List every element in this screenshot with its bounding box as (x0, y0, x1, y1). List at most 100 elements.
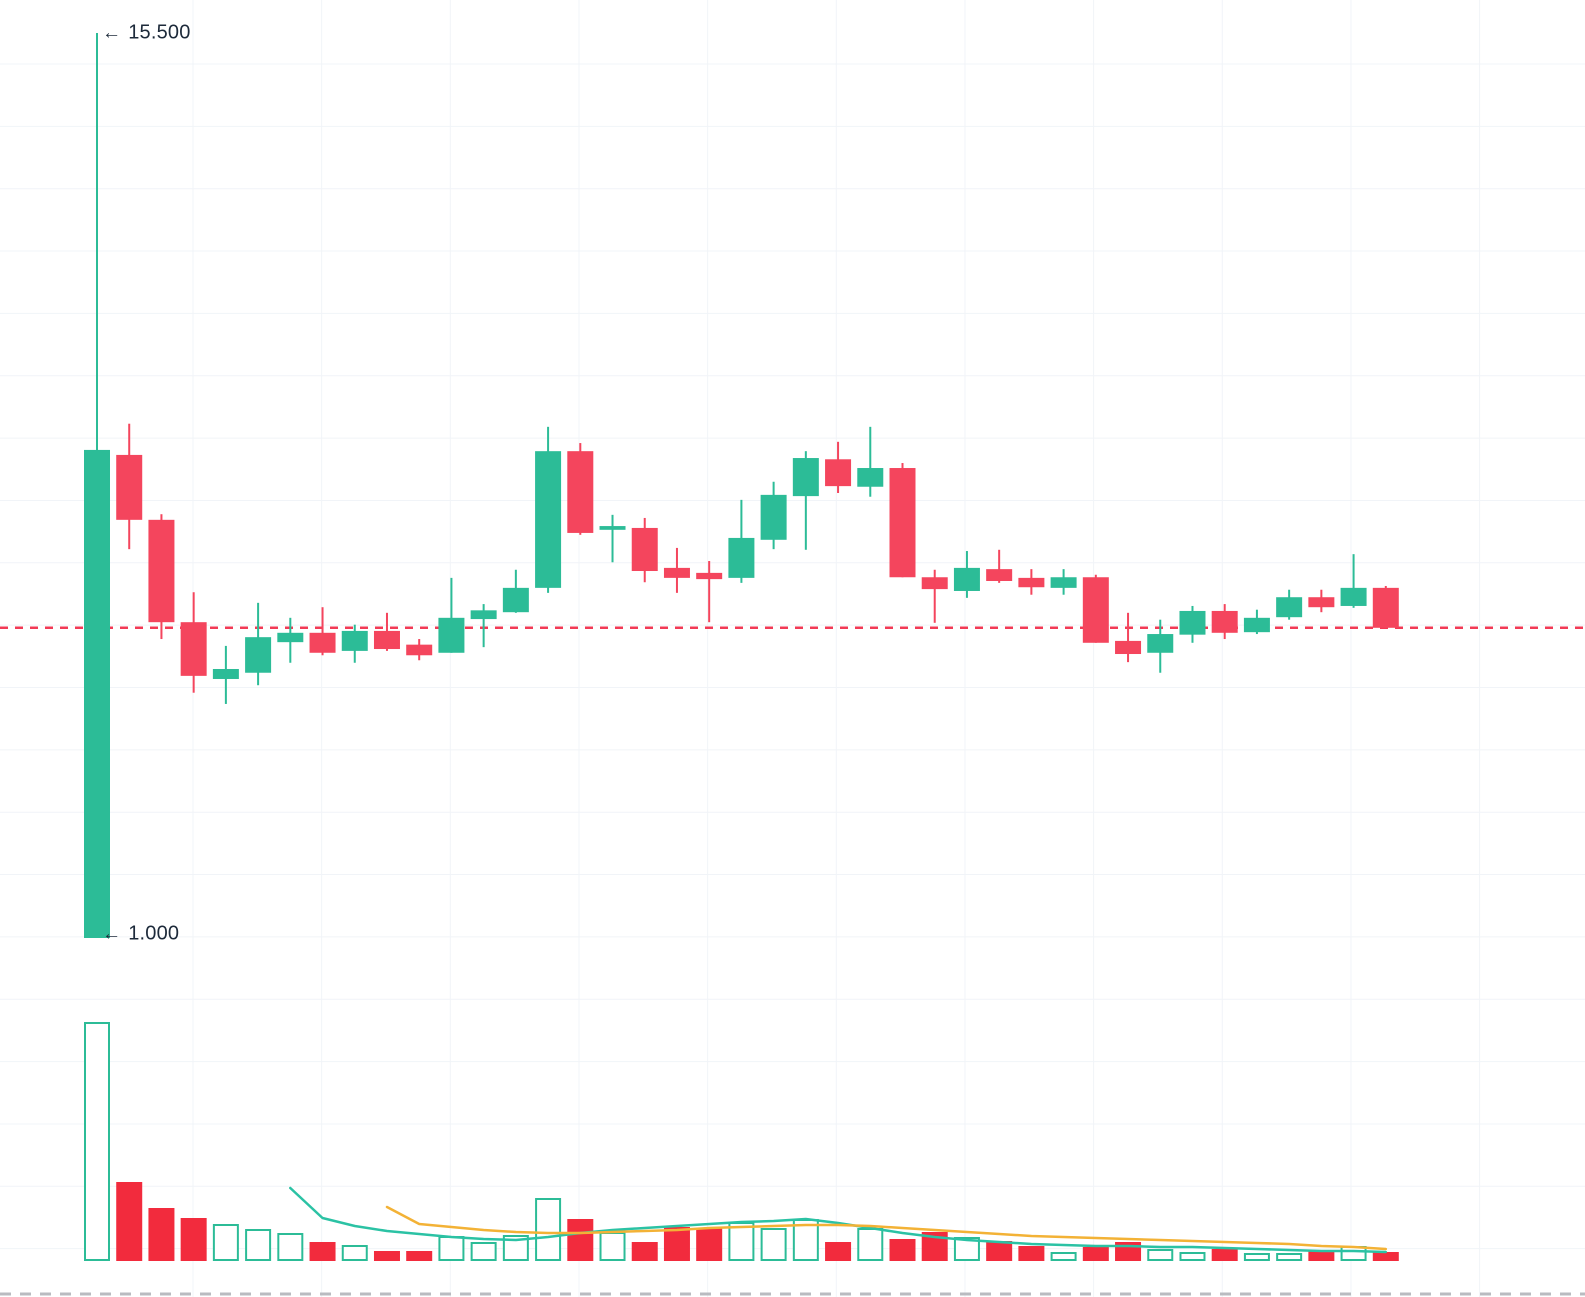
volume-bar-up[interactable] (953, 1237, 980, 1261)
candle[interactable] (1018, 569, 1045, 595)
candle[interactable] (148, 514, 175, 640)
candle[interactable] (1115, 612, 1142, 663)
candle[interactable] (438, 577, 465, 653)
candle[interactable] (406, 639, 433, 661)
candle[interactable] (309, 607, 336, 656)
candle[interactable] (567, 443, 594, 535)
candle[interactable] (889, 463, 916, 578)
volume-ma-long-line[interactable] (385, 1205, 1388, 1251)
volume-bar-down[interactable] (116, 1182, 143, 1261)
volume-bar-up[interactable] (212, 1224, 239, 1261)
candle[interactable] (502, 569, 529, 613)
volume-bar-down[interactable] (986, 1241, 1013, 1261)
volume-bar-up[interactable] (1147, 1249, 1174, 1261)
candle[interactable] (535, 426, 562, 593)
volume-bar-up[interactable] (760, 1228, 787, 1261)
volume-bar-down[interactable] (1308, 1250, 1335, 1261)
candle-body (760, 494, 787, 540)
candle[interactable] (180, 592, 207, 693)
candle-body (502, 587, 529, 613)
volume-bar-down[interactable] (1018, 1246, 1045, 1261)
volume-bar-up[interactable] (535, 1198, 562, 1261)
volume-bar-up[interactable] (84, 1022, 110, 1261)
volume-bar-up[interactable] (245, 1229, 272, 1261)
candle[interactable] (1308, 589, 1335, 613)
candle[interactable] (728, 499, 755, 583)
candle[interactable] (696, 561, 723, 623)
candle[interactable] (825, 441, 852, 493)
price-label-high-value: 15.500 (128, 21, 191, 44)
volume-bar-down[interactable] (567, 1219, 594, 1261)
volume-ma-short-line[interactable] (289, 1186, 1388, 1254)
candle-body (728, 537, 755, 578)
candle-body (277, 632, 304, 643)
candle[interactable] (631, 517, 658, 583)
volume-bar-down[interactable] (696, 1228, 723, 1261)
candle-body (1179, 610, 1206, 635)
volume-bar-down[interactable] (889, 1239, 916, 1261)
price-label-low-value: 1.000 (128, 922, 180, 945)
candle[interactable] (212, 645, 239, 704)
volume-bar-up[interactable] (1243, 1253, 1270, 1261)
candle[interactable] (663, 547, 690, 593)
candle[interactable] (857, 426, 884, 497)
volume-bar-up[interactable] (1276, 1253, 1303, 1261)
candle-wick (998, 549, 1001, 583)
volume-bar-up[interactable] (857, 1228, 884, 1261)
candle-body (1276, 597, 1303, 618)
volume-bar-down[interactable] (825, 1242, 852, 1261)
candle[interactable] (470, 604, 497, 648)
volume-bar-down[interactable] (1082, 1247, 1109, 1261)
volume-bar-up[interactable] (470, 1242, 497, 1261)
volume-bar-up[interactable] (1340, 1246, 1367, 1261)
candle[interactable] (373, 612, 400, 651)
candle[interactable] (599, 514, 626, 563)
candle[interactable] (1179, 605, 1206, 643)
candle[interactable] (277, 617, 304, 663)
volume-bar-up[interactable] (1179, 1252, 1206, 1261)
volume-bar-up[interactable] (1050, 1252, 1077, 1261)
candle[interactable] (986, 549, 1013, 583)
candle[interactable] (116, 423, 143, 550)
candle[interactable] (1243, 609, 1270, 635)
volume-pane[interactable] (84, 1022, 1399, 1261)
candle[interactable] (341, 624, 368, 663)
candle[interactable] (1082, 574, 1109, 643)
volume-ma-lines[interactable] (289, 1186, 1388, 1254)
candle[interactable] (760, 481, 787, 550)
volume-bar-down[interactable] (148, 1208, 175, 1261)
volume-bar-up[interactable] (341, 1245, 368, 1261)
volume-bar-up[interactable] (438, 1236, 465, 1261)
candle[interactable] (953, 551, 980, 598)
volume-bar-up[interactable] (277, 1233, 304, 1261)
candle[interactable] (921, 569, 948, 623)
volume-bar-down[interactable] (663, 1227, 690, 1261)
candle[interactable] (1276, 589, 1303, 620)
volume-bar-down[interactable] (631, 1242, 658, 1261)
candle[interactable] (792, 451, 819, 550)
candle[interactable] (1147, 619, 1174, 673)
volume-bar-down[interactable] (1372, 1252, 1399, 1261)
candle-body (84, 449, 110, 938)
candle-wick (933, 569, 936, 623)
candle-body (470, 610, 497, 620)
volume-bar-down[interactable] (1211, 1249, 1238, 1261)
candle[interactable] (1340, 554, 1367, 608)
candle[interactable] (84, 33, 110, 938)
candle[interactable] (245, 602, 272, 686)
candle[interactable] (1372, 585, 1399, 628)
volume-bar-down[interactable] (180, 1218, 207, 1261)
volume-bar-down[interactable] (373, 1251, 400, 1261)
candle-body (309, 632, 336, 653)
volume-bar-down[interactable] (406, 1251, 433, 1261)
candle-body (986, 569, 1013, 581)
volume-bar-down[interactable] (309, 1242, 336, 1261)
candle[interactable] (1211, 604, 1238, 640)
price-pane[interactable] (84, 33, 1399, 938)
volume-bar-up[interactable] (599, 1232, 626, 1261)
volume-bar-up[interactable] (728, 1222, 755, 1261)
candle[interactable] (1050, 569, 1077, 595)
candle-body (1243, 617, 1270, 633)
